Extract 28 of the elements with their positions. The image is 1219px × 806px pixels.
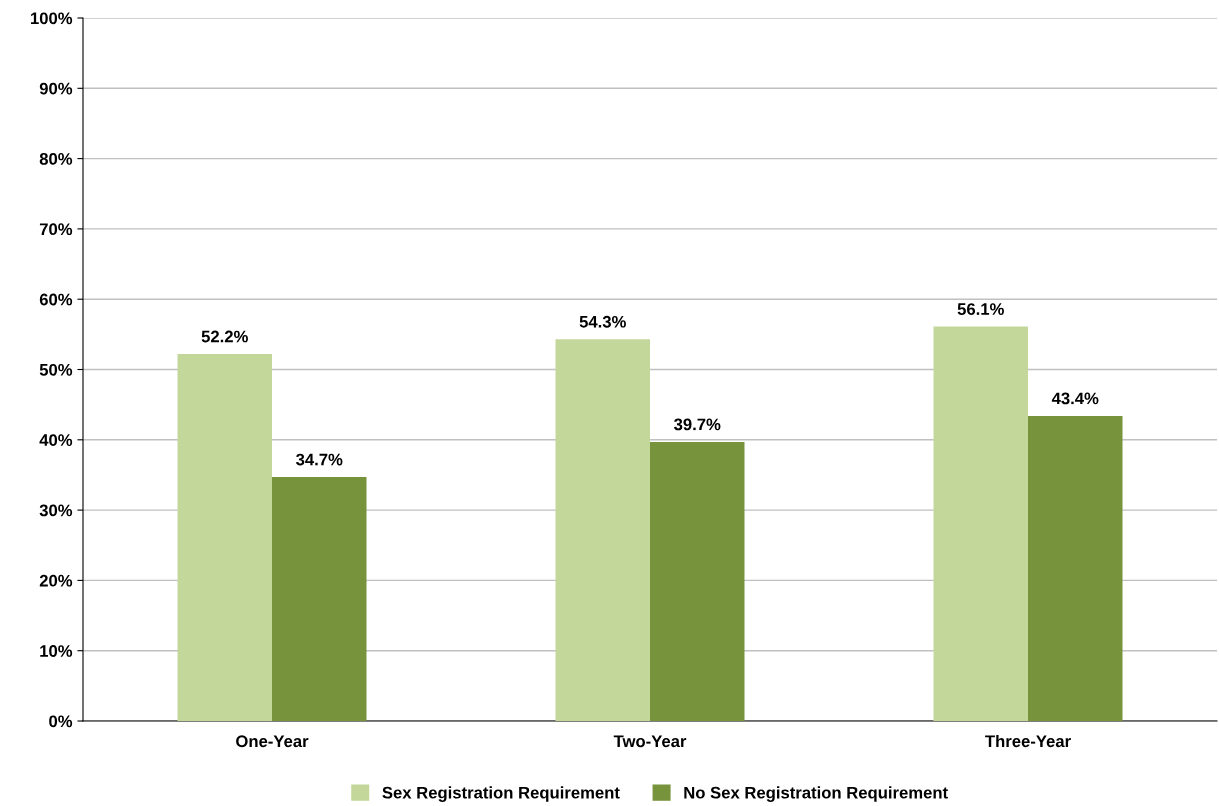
text: 34.7% (296, 453, 343, 466)
bar (1028, 415, 1123, 721)
y-tick-label: 50% (39, 363, 73, 376)
legend-label: No Sex Registration Requirement (684, 786, 948, 802)
legend-label: Sex Registration Requirement (382, 786, 620, 802)
text: 39.7% (674, 418, 721, 431)
y-tick-label: 60% (39, 293, 73, 306)
y-tick-label: 80% (39, 153, 73, 165)
y-tick-label: 100% (31, 12, 73, 25)
y-tick-label: 0% (49, 715, 73, 728)
y-tick-label: 40% (39, 434, 73, 446)
y-tick-label: 70% (39, 223, 73, 236)
text: 52.2% (201, 330, 248, 343)
x-tick-label: Two-Year (613, 735, 687, 748)
y-tick-label: 90% (39, 82, 73, 95)
bar (555, 339, 650, 721)
bar (177, 354, 272, 721)
x-tick-label: One-Year (236, 735, 309, 748)
y-tick-label: 30% (39, 504, 73, 517)
y-tick-label: 20% (39, 574, 73, 587)
bar (272, 477, 367, 721)
x-tick-label: Three-Year (985, 734, 1071, 748)
text: 43.4% (1051, 392, 1099, 405)
bar (650, 441, 745, 721)
y-tick-label: 10% (40, 645, 73, 657)
text: 54.3% (579, 315, 626, 328)
bar (933, 326, 1028, 721)
text: 56.1% (957, 303, 1004, 315)
